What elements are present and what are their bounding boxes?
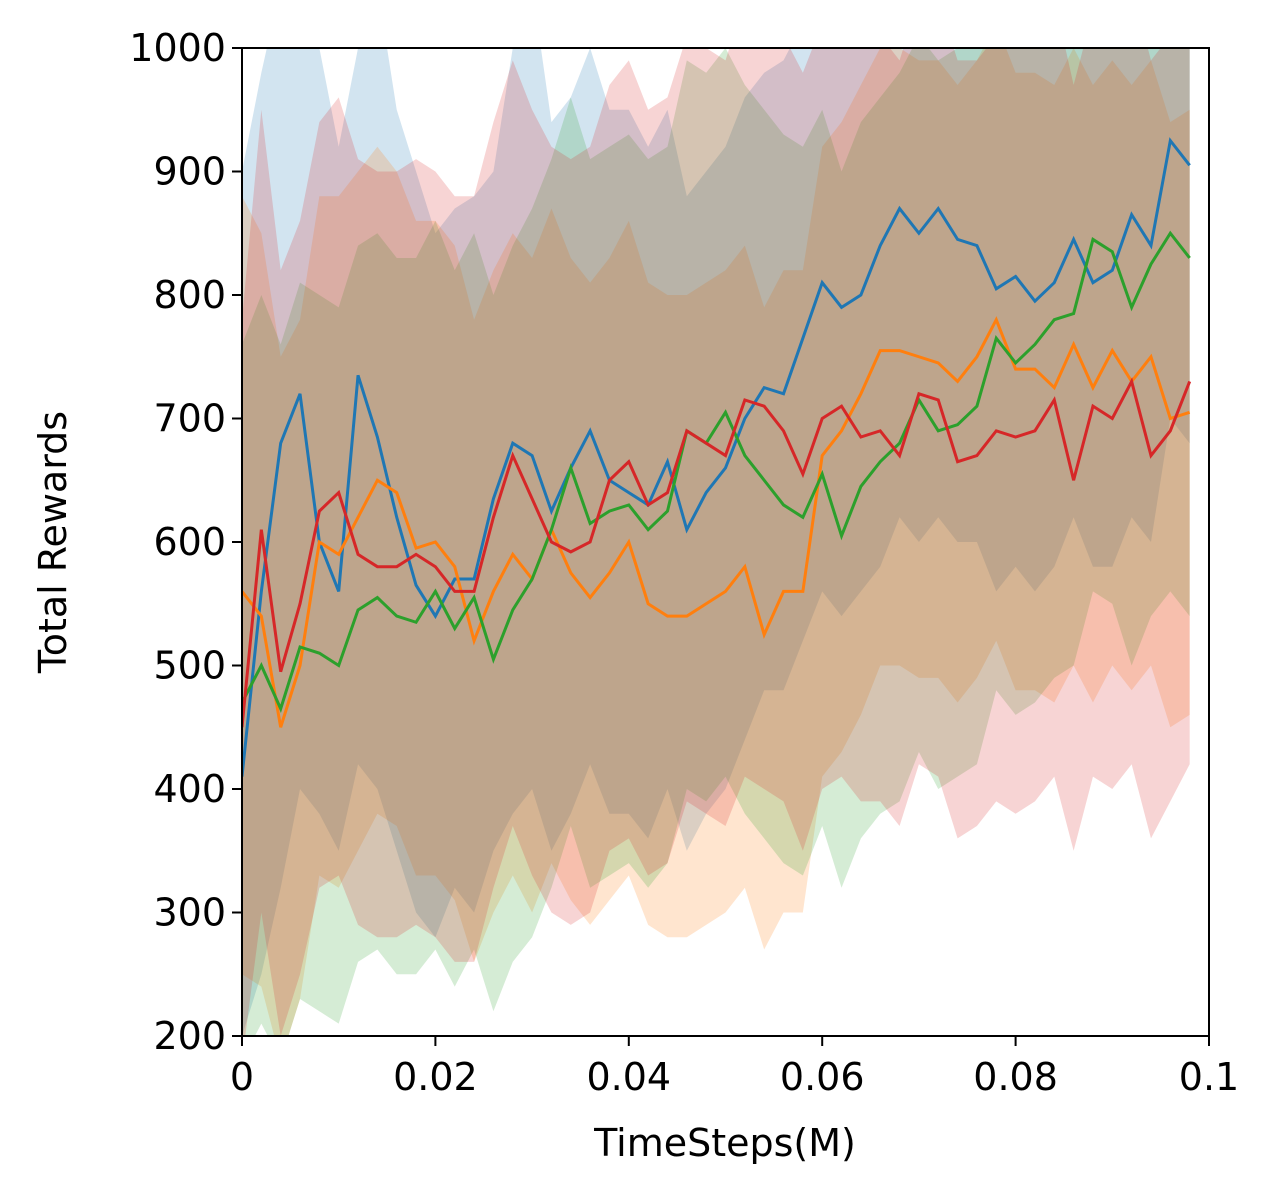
x-tick-label: 0.02 xyxy=(393,1055,478,1099)
x-tick-label: 0 xyxy=(230,1055,254,1099)
x-axis-label: TimeSteps(M) xyxy=(593,1121,856,1165)
band xyxy=(242,48,1190,1036)
y-tick-label: 300 xyxy=(153,891,226,935)
y-tick-label: 500 xyxy=(153,644,226,688)
band xyxy=(242,48,1190,1036)
x-tick-label: 0.1 xyxy=(1179,1055,1239,1099)
y-tick-label: 800 xyxy=(153,273,226,317)
line xyxy=(242,377,1192,728)
line xyxy=(242,316,1191,728)
bands xyxy=(242,48,1190,1036)
y-tick-label: 1000 xyxy=(129,26,226,70)
band xyxy=(242,48,1190,1036)
lines xyxy=(242,137,1192,777)
line xyxy=(242,230,1191,713)
line xyxy=(242,137,1191,777)
y-tick-label: 700 xyxy=(153,397,226,441)
y-tick-label: 600 xyxy=(153,520,226,564)
y-tick-label: 200 xyxy=(153,1014,226,1058)
y-tick-label: 900 xyxy=(153,150,226,194)
x-tick-label: 0.04 xyxy=(586,1055,671,1099)
x-tick-label: 0.06 xyxy=(780,1055,865,1099)
band xyxy=(242,48,1190,1036)
y-tick-label: 400 xyxy=(153,767,226,811)
y-axis-label: Total Rewards xyxy=(31,411,75,674)
x-tick-label: 0.08 xyxy=(973,1055,1058,1099)
